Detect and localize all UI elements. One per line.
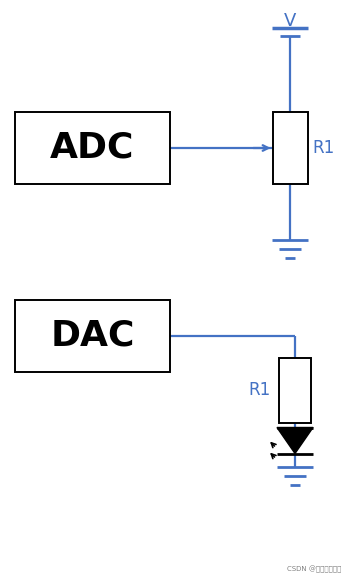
Bar (15, 112, 170, 184)
Bar (15, 300, 170, 372)
Bar (273, 112, 308, 184)
Text: R1: R1 (249, 381, 271, 399)
Polygon shape (277, 428, 313, 454)
Text: R1: R1 (312, 139, 335, 157)
Text: DAC: DAC (50, 319, 135, 353)
Text: ADC: ADC (50, 131, 135, 165)
Text: V: V (284, 12, 296, 30)
Bar (279, 357, 311, 422)
Text: CSDN @行远方能走运: CSDN @行远方能走运 (286, 566, 341, 573)
